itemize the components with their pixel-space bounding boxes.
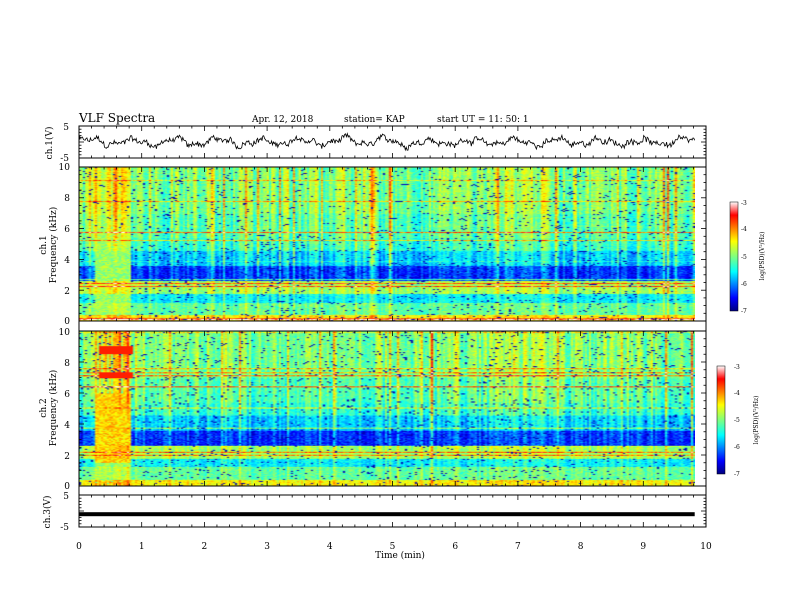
ch1-spectrogram-panel: ch.1 Frequency (kHz) 0 2 4 6 8 10 -3 -4 … — [39, 163, 766, 327]
ch2-spectrogram-panel: ch.2 Frequency (kHz) 0 2 4 6 8 10 -3 -4 … — [39, 328, 760, 492]
station-label: station= KAP — [344, 115, 405, 125]
ch1-cbtick-m4: -4 — [741, 226, 747, 233]
xtick-1: 1 — [139, 542, 145, 552]
ch1-spectrogram-ylabels: ch.1 Frequency (kHz) — [39, 207, 59, 284]
ch2-colorbar-label: log(PSD)(V²/Hz) — [753, 396, 760, 445]
axis-ticks — [78, 125, 707, 528]
x-axis: 0 1 2 3 4 5 6 7 8 9 10 Time (min) — [76, 542, 712, 561]
ch1-cbtick-m7: -7 — [741, 308, 747, 315]
ch1-cbtick-m5: -5 — [741, 254, 747, 261]
ch2-spectrogram-image — [79, 331, 695, 486]
ch1-ytick-bottom: -5 — [60, 154, 69, 164]
xtick-3: 3 — [264, 542, 270, 552]
ch1-cbtick-m6: -6 — [741, 281, 747, 288]
ch1-cbtick-m3: -3 — [741, 200, 747, 207]
ch1-colorbar-label: log(PSD)(V²/Hz) — [759, 232, 766, 281]
ch1-spectrogram-image — [79, 167, 695, 321]
ch2-cbtick-m4: -4 — [734, 390, 740, 397]
ch2-frequency-label: Frequency (kHz) — [48, 370, 59, 447]
xtick-8: 8 — [578, 542, 584, 552]
ch1-colorbar-scale — [729, 201, 739, 312]
xtick-0: 0 — [76, 542, 82, 552]
ch1-ytick-8: 8 — [64, 194, 70, 204]
ch2-colorbar: -3 -4 -5 -6 -7 log(PSD)(V²/Hz) — [716, 364, 760, 478]
ch1-ytick-10: 10 — [59, 163, 71, 173]
x-axis-label: Time (min) — [375, 550, 425, 561]
xtick-2: 2 — [202, 542, 208, 552]
ch3-ytick-top: 5 — [63, 492, 69, 502]
ch1-ytick-4: 4 — [64, 256, 70, 266]
xtick-10: 10 — [700, 542, 712, 552]
xtick-6: 6 — [452, 542, 458, 552]
ch2-ytick-0: 0 — [64, 482, 70, 492]
date-label: Apr. 12, 2018 — [251, 115, 314, 125]
ch1-frequency-label: Frequency (kHz) — [48, 207, 59, 284]
xtick-5: 5 — [390, 542, 396, 552]
xtick-7: 7 — [515, 542, 521, 552]
ch2-cbtick-m5: -5 — [734, 417, 740, 424]
xtick-9: 9 — [640, 542, 646, 552]
ch1-ytick-top: 5 — [63, 123, 69, 133]
ch3-waveform-line — [79, 512, 695, 517]
ch1-waveform-panel: ch.1(V) 5 -5 — [44, 123, 707, 164]
ch1-channel-label: ch.1 — [39, 235, 49, 254]
ch2-ytick-8: 8 — [64, 359, 70, 369]
ch2-ytick-6: 6 — [64, 390, 70, 400]
ch2-cbtick-m7: -7 — [734, 471, 740, 478]
ch2-ytick-10: 10 — [59, 328, 71, 338]
ch2-channel-label: ch.2 — [39, 398, 49, 417]
ch1-ytick-2: 2 — [64, 287, 70, 297]
panel-separators — [78, 158, 707, 495]
start-time-label: start UT = 11: 50: 1 — [437, 115, 529, 125]
ch1-waveform-line — [78, 132, 696, 152]
ch3-waveform-ylabel: ch.3(V) — [42, 496, 53, 529]
ch1-colorbar: -3 -4 -5 -6 -7 log(PSD)(V²/Hz) — [729, 200, 766, 315]
ch2-colorbar-scale — [716, 365, 726, 475]
ch2-ytick-2: 2 — [64, 452, 70, 462]
ch2-cbtick-m3: -3 — [734, 364, 740, 371]
ch1-waveform-ylabel: ch.1(V) — [44, 127, 55, 160]
ch2-cbtick-m6: -6 — [734, 444, 740, 451]
ch2-spectrogram-ylabels: ch.2 Frequency (kHz) — [39, 370, 59, 447]
ch3-ytick-bottom: -5 — [60, 523, 69, 533]
figure-header: VLF Spectra Apr. 12, 2018 station= KAP s… — [78, 111, 529, 125]
ch1-ytick-0: 0 — [64, 317, 70, 327]
ch2-ytick-4: 4 — [64, 421, 70, 431]
ch1-ytick-6: 6 — [64, 225, 70, 235]
figure-title: VLF Spectra — [78, 111, 155, 125]
xtick-4: 4 — [327, 542, 333, 552]
